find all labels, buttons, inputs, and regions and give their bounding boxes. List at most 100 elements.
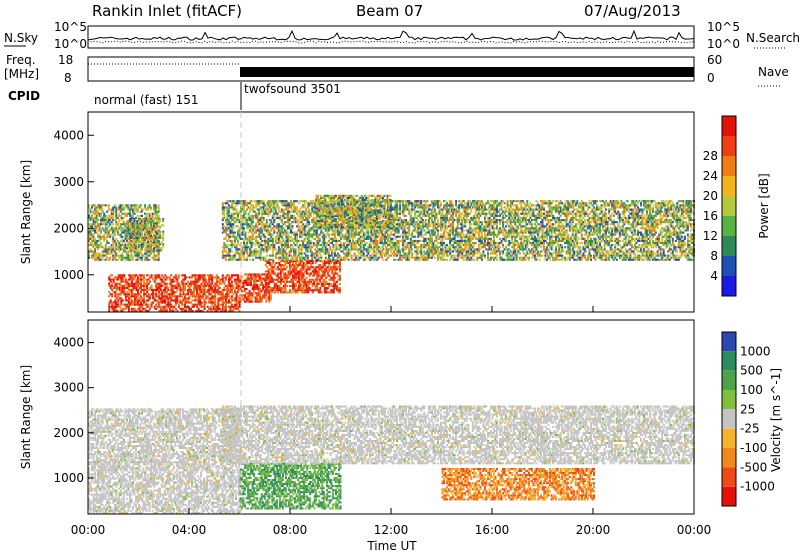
data-cell [167,299,170,302]
data-cell [161,309,164,312]
data-cell [387,256,389,259]
data-cell [254,300,257,303]
data-cell [144,226,147,229]
data-cell [157,252,160,255]
data-cell [256,221,259,224]
data-cell [331,268,334,271]
data-cell [235,274,238,277]
data-cell [200,303,203,306]
data-cell [176,278,179,281]
data-cell [301,266,304,269]
data-cell [129,295,132,298]
data-cell [317,242,320,245]
data-cell [250,214,253,217]
data-cell [239,300,242,303]
data-cell [274,254,277,257]
data-cell [250,216,253,219]
data-cell [115,221,118,224]
data-cell [97,210,100,213]
data-cell [112,248,115,251]
data-cell [287,233,289,236]
data-cell [368,242,371,245]
data-cell [224,278,227,281]
data-cell [135,303,138,306]
data-cell [179,299,182,302]
data-cell [211,291,214,294]
data-cell [137,301,139,304]
data-cell [226,206,229,209]
data-cell [339,262,341,265]
data-cell [229,225,232,228]
data-cell [119,206,122,209]
data-cell [118,204,121,207]
data-cell [364,244,367,247]
data-cell [237,219,239,222]
data-cell [158,295,161,298]
data-cell [255,202,258,205]
data-cell [262,294,265,297]
data-cell [293,202,295,205]
data-cell [237,216,239,219]
data-cell [158,276,161,279]
data-cell [202,289,205,292]
data-cell [229,286,232,289]
data-cell [223,309,226,312]
data-cell [367,231,370,234]
data-cell [199,278,202,281]
data-cell [129,276,132,279]
data-cell [308,262,311,265]
data-cell [141,307,144,310]
data-cell [230,250,233,253]
data-cell [334,272,337,275]
data-cell [132,303,135,306]
data-cell [266,289,269,292]
data-cell [151,248,154,251]
data-cell [135,220,137,223]
data-cell [221,276,224,279]
data-cell [385,231,388,234]
data-cell [271,254,274,257]
data-cell [227,299,230,302]
data-cell [127,295,130,298]
data-cell [220,278,223,281]
data-cell [188,284,191,287]
data-cell [155,274,158,277]
data-cell [271,216,274,219]
data-cell [319,276,322,279]
data-cell [92,210,95,213]
data-cell [339,289,341,292]
data-cell [103,229,106,232]
data-cell [91,244,93,247]
data-cell [254,277,257,280]
data-cell [101,227,104,230]
data-cell [259,294,262,297]
data-cell [241,208,244,211]
data-cell [205,280,208,283]
data-cell [256,242,259,245]
data-cell [197,276,200,279]
data-cell [279,270,282,273]
data-cell [202,280,205,283]
data-cell [127,274,130,277]
data-cell [140,305,142,308]
data-cell [124,212,127,215]
data-cell [104,227,107,230]
data-cell [100,244,103,247]
data-cell [217,284,220,287]
data-cell [209,307,212,310]
data-cell [179,286,182,289]
data-cell [227,258,230,261]
data-cell [315,252,318,255]
data-cell [214,309,217,312]
data-cell [255,254,258,257]
data-cell [332,248,335,251]
data-cell [182,297,185,300]
data-cell [311,274,314,277]
data-cell [124,237,127,240]
data-cell [249,246,252,249]
data-cell [257,277,260,280]
data-cell [280,219,283,222]
data-cell [139,252,142,255]
data-cell [262,200,265,203]
data-cell [139,229,142,232]
